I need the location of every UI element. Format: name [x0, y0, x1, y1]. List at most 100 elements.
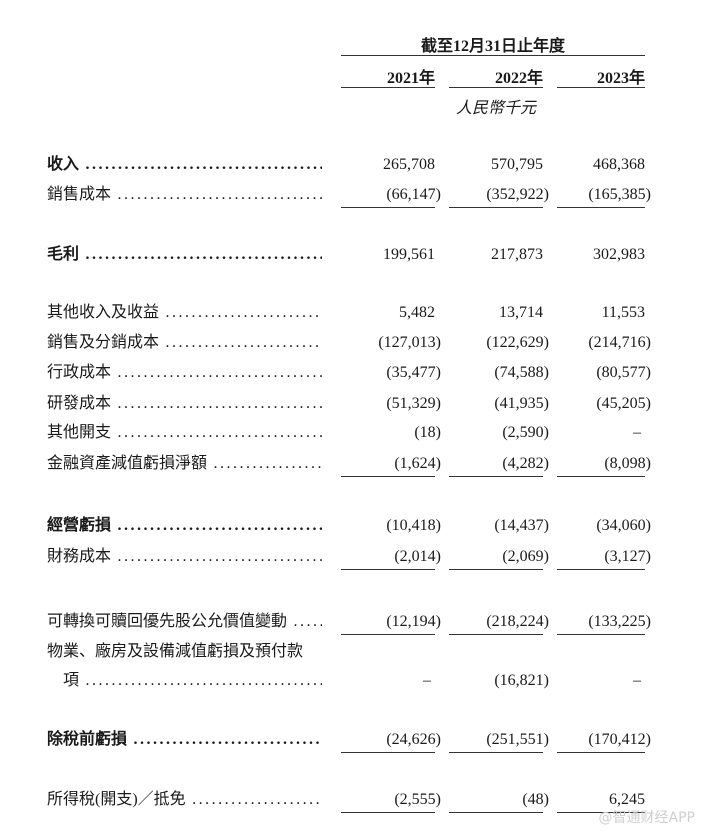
value-2021: 5,482: [399, 304, 435, 321]
value-2021: (10,418): [386, 517, 441, 534]
value-2021: (66,147): [386, 186, 441, 203]
row-label: 可轉換可贖回優先股公允價值變動 ........................…: [47, 611, 322, 633]
row-label: 行政成本 ...................................…: [47, 362, 322, 384]
table-row: 物業、廠房及設備減值虧損及預付款: [0, 641, 703, 663]
value-2023: (80,577): [596, 364, 651, 381]
subtotal-rule: [557, 476, 645, 477]
value-2022: (14,437): [494, 517, 549, 534]
subtotal-rule: [557, 812, 645, 813]
subtotal-rule: [449, 634, 543, 635]
value-2023: (34,060): [596, 517, 651, 534]
table-row: 所得稅(開支)／抵免 .............................…: [0, 789, 703, 811]
value-2023: 11,553: [601, 304, 645, 321]
table-row: 收入 .....................................…: [0, 154, 703, 176]
row-label-text: 財務成本: [47, 548, 112, 565]
row-label: 其他收入及收益 ................................…: [47, 302, 322, 324]
leader-dots: ........................................…: [85, 246, 322, 263]
value-2023: (3,127): [604, 548, 651, 565]
leader-dots: ........................................…: [293, 613, 322, 630]
leader-dots: ........................................…: [117, 548, 322, 565]
value-2021: (18): [414, 424, 441, 441]
row-label: 項 ......................................…: [63, 670, 322, 692]
value-2022: (48): [522, 791, 549, 808]
leader-dots: ........................................…: [213, 455, 322, 472]
subtotal-rule: [449, 569, 543, 570]
subtotal-rule: [557, 634, 645, 635]
table-row: 財務成本 ...................................…: [0, 546, 703, 568]
value-2021: 265,708: [383, 156, 435, 173]
row-label: 其他開支 ...................................…: [47, 422, 322, 444]
row-label: 銷售及分銷成本 ................................…: [47, 332, 322, 354]
value-2023: –: [633, 672, 641, 689]
leader-dots: ........................................…: [117, 395, 322, 412]
value-2023: (214,716): [588, 334, 651, 351]
value-2022: 570,795: [491, 156, 543, 173]
value-2022: (4,282): [502, 455, 549, 472]
value-2023: (8,098): [604, 455, 651, 472]
table-row: 銷售及分銷成本 ................................…: [0, 332, 703, 354]
value-2022: (16,821): [494, 672, 549, 689]
value-2023: 302,983: [593, 246, 645, 263]
leader-dots: ........................................…: [117, 424, 322, 441]
row-label: 毛利 .....................................…: [47, 244, 322, 266]
subtotal-rule: [449, 476, 543, 477]
row-label: 銷售成本 ...................................…: [47, 184, 322, 206]
leader-dots: ........................................…: [117, 186, 322, 203]
value-2023: (165,385): [588, 186, 651, 203]
row-label: 金融資產減值虧損淨額 .............................…: [47, 453, 322, 475]
leader-dots: ........................................…: [117, 364, 322, 381]
value-2022: (2,590): [502, 424, 549, 441]
value-2021: (2,555): [394, 791, 441, 808]
year-rule-2023: [557, 87, 645, 88]
year-header-2021: 2021年: [386, 70, 435, 87]
value-2023: 6,245: [609, 791, 645, 808]
row-label-text: 毛利: [47, 246, 80, 263]
subtotal-rule: [341, 812, 435, 813]
row-label-text: 所得稅(開支)／抵免: [47, 791, 186, 808]
value-2021: (2,014): [394, 548, 441, 565]
leader-dots: ........................................…: [85, 672, 322, 689]
value-2023: –: [633, 424, 641, 441]
value-2022: (74,588): [494, 364, 549, 381]
subtotal-rule: [341, 752, 435, 753]
row-label-text: 經營虧損: [47, 517, 112, 534]
row-label: 除稅前虧損 ..................................…: [47, 729, 322, 751]
table-row: 項 ......................................…: [0, 670, 703, 692]
value-2021: (24,626): [386, 731, 441, 748]
value-2021: (35,477): [386, 364, 441, 381]
table-row: 經營虧損 ...................................…: [0, 515, 703, 537]
value-2022: (41,935): [494, 395, 549, 412]
row-label-text: 收入: [47, 156, 80, 173]
row-label: 物業、廠房及設備減值虧損及預付款: [47, 641, 322, 663]
leader-dots: ........................................…: [165, 334, 322, 351]
row-label-text: 金融資產減值虧損淨額: [47, 455, 208, 472]
value-2022: (251,551): [486, 731, 549, 748]
table-row: 其他收入及收益 ................................…: [0, 302, 703, 324]
table-row: 可轉換可贖回優先股公允價值變動 ........................…: [0, 611, 703, 633]
row-label-text: 研發成本: [47, 395, 112, 412]
table-row: 金融資產減值虧損淨額 .............................…: [0, 453, 703, 475]
subtotal-rule: [449, 752, 543, 753]
year-header-2023: 2023年: [596, 70, 645, 87]
period-title-rule: [341, 55, 645, 56]
subtotal-rule: [341, 476, 435, 477]
leader-dots: ........................................…: [117, 517, 322, 534]
table-row: 其他開支 ...................................…: [0, 422, 703, 444]
value-2022: 13,714: [499, 304, 543, 321]
value-2023: (133,225): [588, 613, 651, 630]
leader-dots: ........................................…: [165, 304, 322, 321]
leader-dots: ........................................…: [192, 791, 322, 808]
table-row: 除稅前虧損 ..................................…: [0, 729, 703, 751]
year-header-2022: 2022年: [494, 70, 543, 87]
row-label-text: 除稅前虧損: [47, 731, 128, 748]
currency-unit: 人民幣千元: [455, 100, 536, 117]
value-2022: (352,922): [486, 186, 549, 203]
value-2023: (170,412): [588, 731, 651, 748]
table-row: 毛利 .....................................…: [0, 244, 703, 266]
row-label: 研發成本 ...................................…: [47, 393, 322, 415]
year-rule-2022: [449, 87, 543, 88]
row-label: 財務成本 ...................................…: [47, 546, 322, 568]
value-2021: (1,624): [394, 455, 441, 472]
value-2021: (12,194): [386, 613, 441, 630]
leader-dots: ........................................…: [85, 156, 322, 173]
